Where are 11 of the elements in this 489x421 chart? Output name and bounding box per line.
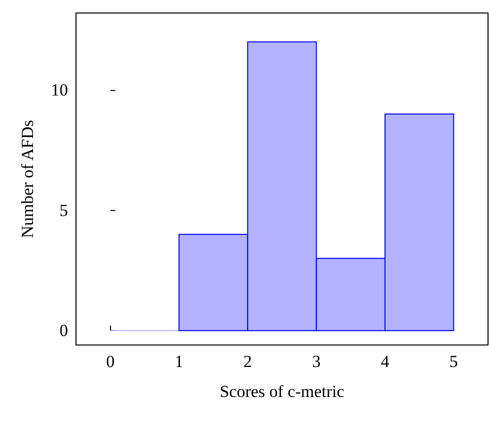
y-tick-label: 5 [60,200,68,220]
x-tick-label: 3 [312,352,321,371]
x-tick-label: 0 [106,352,115,371]
x-tick-label: 5 [449,352,458,371]
y-tick-label: 0 [60,321,68,340]
x-tick-label: 1 [174,352,184,371]
x-tick-label: 2 [243,352,252,371]
x-axis-title: Scores of c-metric [220,382,345,401]
x-tick-label: 4 [380,352,390,371]
y-tick-label: 10 [51,80,68,100]
y-axis-title: Number of AFDs [18,120,37,238]
